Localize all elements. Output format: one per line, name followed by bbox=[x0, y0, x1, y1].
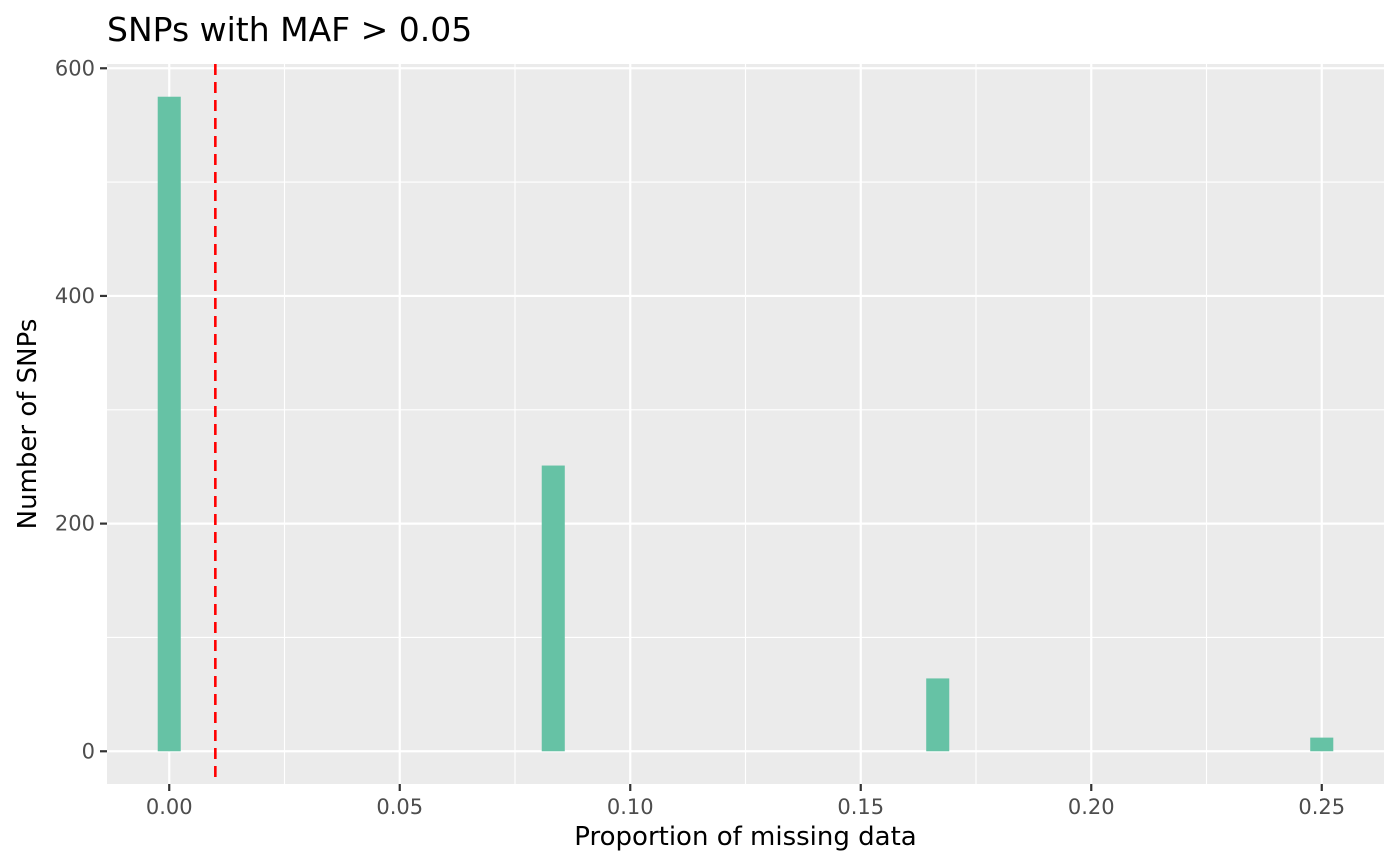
histogram-bar bbox=[926, 678, 950, 752]
chart-title: SNPs with MAF > 0.05 bbox=[107, 10, 472, 49]
x-tick-label: 0.25 bbox=[1298, 795, 1345, 819]
histogram-bar bbox=[1310, 737, 1334, 752]
x-tick-label: 0.15 bbox=[837, 795, 884, 819]
histogram-bar bbox=[541, 465, 565, 752]
x-tick-label: 0.20 bbox=[1068, 795, 1115, 819]
axes: 0.00 0.05 0.10 0.15 0.20 0.25 0 200 400 600 bbox=[55, 56, 1345, 819]
x-tick-label: 0.00 bbox=[146, 795, 193, 819]
y-tick-label: 200 bbox=[55, 512, 95, 536]
y-tick-label: 0 bbox=[82, 739, 95, 763]
x-tick-label: 0.05 bbox=[376, 795, 423, 819]
bars bbox=[157, 96, 1334, 752]
x-axis-title: Proportion of missing data bbox=[574, 822, 916, 852]
histogram-bar bbox=[157, 96, 181, 752]
y-tick-label: 600 bbox=[55, 56, 95, 80]
y-axis-title: Number of SNPs bbox=[13, 319, 43, 530]
x-tick-label: 0.10 bbox=[607, 795, 654, 819]
y-tick-label: 400 bbox=[55, 284, 95, 308]
